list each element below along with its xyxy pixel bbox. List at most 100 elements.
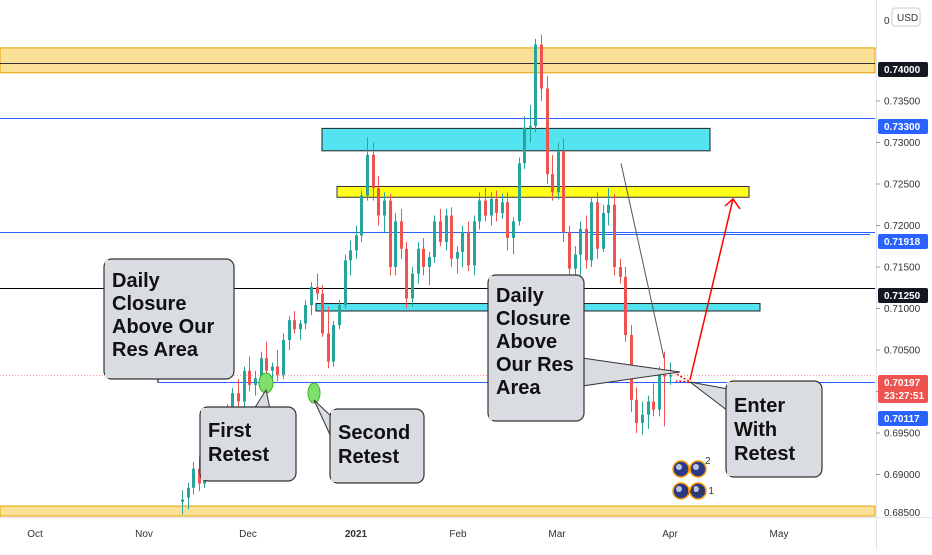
candle xyxy=(647,395,650,429)
candle-body xyxy=(405,248,408,299)
zone-0[interactable] xyxy=(0,47,876,74)
candle-body xyxy=(299,323,302,330)
time-tick-label: Dec xyxy=(239,529,257,540)
price-tag[interactable]: 0.74000 xyxy=(878,62,928,77)
price-axis[interactable]: 0.690000.695000.700000.705000.710000.715… xyxy=(876,0,932,550)
currency-button[interactable] xyxy=(891,7,921,27)
candle-body xyxy=(282,340,285,375)
candle xyxy=(439,208,442,247)
second-retest-marker[interactable] xyxy=(307,382,321,404)
price-tag[interactable]: 0.73300 xyxy=(878,119,928,134)
candle xyxy=(310,281,313,316)
candle-body xyxy=(506,202,509,238)
candle xyxy=(579,221,582,276)
candle-body xyxy=(450,215,453,259)
candle-body xyxy=(467,232,470,266)
candle-body xyxy=(495,198,498,214)
trend-line[interactable] xyxy=(620,163,665,359)
callout-fill xyxy=(489,276,497,420)
candle-body xyxy=(551,174,554,193)
candle-body xyxy=(254,378,257,385)
target-arrow-head xyxy=(724,197,741,210)
candle-body xyxy=(590,202,593,261)
callout-line: Enter xyxy=(734,395,785,417)
entry-mark xyxy=(669,369,691,383)
candle xyxy=(355,225,358,259)
time-tick-label: May xyxy=(770,529,789,540)
candle xyxy=(394,213,397,276)
candle xyxy=(596,192,599,259)
candle-body xyxy=(260,358,263,379)
candle xyxy=(562,138,565,243)
candle xyxy=(445,208,448,251)
callout-line: Closure xyxy=(112,293,186,315)
countdown-label: 23:27:51 xyxy=(884,391,924,402)
candle xyxy=(265,341,268,377)
zone-3[interactable] xyxy=(336,185,750,198)
price-tag[interactable]: 0.70117 xyxy=(878,411,928,426)
candle-body xyxy=(276,366,279,375)
candle xyxy=(461,225,464,267)
candle-body xyxy=(484,200,487,216)
candle xyxy=(366,137,369,201)
candle xyxy=(590,196,593,267)
candle-body xyxy=(619,267,622,277)
candle xyxy=(321,285,324,337)
candle-body xyxy=(422,248,425,267)
price-tick-label: 0.69000 xyxy=(884,470,921,481)
target-arrow-shaft[interactable] xyxy=(689,198,734,381)
candle xyxy=(551,154,554,201)
candle xyxy=(602,204,605,253)
candle xyxy=(282,333,285,380)
candle-body xyxy=(461,232,464,253)
callout-line: Second xyxy=(338,422,410,444)
callout-box xyxy=(103,258,235,380)
price-tick-label: 0.69500 xyxy=(884,429,921,440)
candle-body xyxy=(349,250,352,261)
event-count: 1 1 xyxy=(700,486,714,497)
callout-line: Our Res xyxy=(496,354,574,376)
drawing-layer xyxy=(258,163,741,404)
time-axis[interactable]: Oct Nov Dec 2021 Feb Mar Apr May xyxy=(0,517,932,550)
candle-body xyxy=(529,125,532,128)
candle-body xyxy=(490,198,493,216)
candle-body xyxy=(562,150,565,233)
candle xyxy=(248,356,251,392)
events-layer[interactable]: 2 14,71 1 xyxy=(672,456,714,500)
price-tag[interactable]: 0.71918 xyxy=(878,234,928,249)
event-count: 14,7 xyxy=(684,486,704,497)
candle xyxy=(613,193,616,276)
time-tick-label: Mar xyxy=(548,529,566,540)
zone-1[interactable] xyxy=(0,505,876,517)
candle xyxy=(243,366,246,407)
candle-body xyxy=(321,293,324,334)
candle xyxy=(327,306,330,369)
candle-body xyxy=(332,325,335,362)
price-tag[interactable]: 0.70197 23:27:51 xyxy=(878,375,928,403)
price-tag[interactable]: 0.71250 xyxy=(878,288,928,303)
candle xyxy=(518,157,521,226)
candle xyxy=(181,490,184,515)
candle xyxy=(450,207,453,267)
candle xyxy=(534,38,537,133)
candle-body xyxy=(417,248,420,274)
candle-body xyxy=(181,499,184,502)
candle xyxy=(557,142,560,199)
candle-body xyxy=(439,221,442,243)
news-flag-detail xyxy=(676,464,682,470)
candle-body xyxy=(669,374,672,377)
candle xyxy=(237,379,240,409)
candle-body xyxy=(652,401,655,410)
callout-line: Area xyxy=(496,377,541,399)
candle xyxy=(624,267,627,342)
candle-body xyxy=(428,257,431,267)
candle xyxy=(512,217,515,255)
zone-2[interactable] xyxy=(321,127,711,152)
